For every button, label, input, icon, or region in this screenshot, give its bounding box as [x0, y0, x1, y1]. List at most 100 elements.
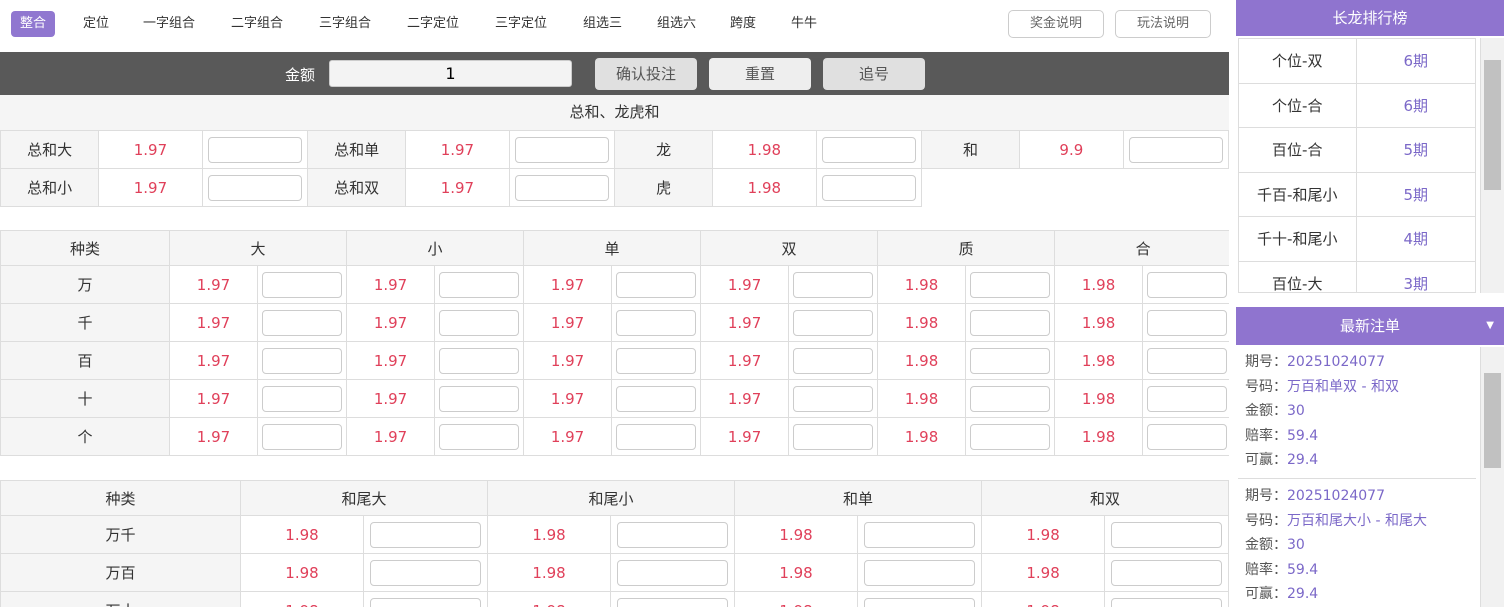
bet-input[interactable]	[1147, 423, 1227, 450]
bet-input[interactable]	[370, 521, 481, 548]
header-button[interactable]: 玩法说明	[1115, 10, 1211, 38]
ranking-name: 个位-合	[1239, 83, 1357, 128]
bet-input[interactable]	[207, 174, 302, 201]
odds: 1.98	[712, 168, 817, 207]
odds: 1.97	[523, 265, 613, 304]
field-value: 59.4	[1287, 427, 1319, 444]
odds: 1.97	[346, 303, 436, 342]
bet-input[interactable]	[970, 271, 1050, 298]
tab[interactable]: 跨度	[730, 16, 757, 31]
bet-input[interactable]	[207, 136, 302, 163]
bet-button[interactable]: 追号	[823, 58, 925, 90]
bet-input[interactable]	[1147, 347, 1227, 374]
odds: 1.97	[98, 168, 203, 207]
bet-input[interactable]	[262, 271, 342, 298]
input-cell	[1104, 515, 1229, 554]
bet-input[interactable]	[864, 521, 975, 548]
bet-input[interactable]	[616, 309, 696, 336]
bet-input[interactable]	[1128, 136, 1223, 163]
bet-input[interactable]	[262, 423, 342, 450]
bet-input[interactable]	[864, 559, 975, 586]
bet-input[interactable]	[617, 521, 728, 548]
column-header: 双	[700, 230, 879, 266]
header-button[interactable]: 奖金说明	[1008, 10, 1104, 38]
bet-field: 可赢：29.4	[1245, 448, 1469, 473]
bet-input[interactable]	[1111, 559, 1222, 586]
odds: 1.98	[487, 515, 612, 554]
bet-button[interactable]: 重置	[709, 58, 811, 90]
input-cell	[256, 379, 348, 418]
bet-input[interactable]	[616, 423, 696, 450]
odds: 9.9	[1019, 130, 1124, 169]
ranking-list: 个位-双 6期 个位-合 6期 百位-合 5期 千百-和尾小 5期 千十-和尾小 4期 百位-大 3期	[1238, 38, 1476, 293]
amount-input[interactable]	[329, 60, 572, 87]
bet-input[interactable]	[617, 597, 728, 607]
odds: 1.98	[877, 341, 967, 380]
bet-input[interactable]	[1147, 309, 1227, 336]
bet-input[interactable]	[262, 347, 342, 374]
bet-input[interactable]	[970, 423, 1050, 450]
bet-input[interactable]	[970, 385, 1050, 412]
odds: 1.97	[346, 379, 436, 418]
tab[interactable]: 组选六	[657, 16, 697, 31]
bet-input[interactable]	[439, 309, 519, 336]
tab[interactable]: 三字组合	[319, 16, 372, 31]
ranking-row: 千百-和尾小 5期	[1239, 172, 1475, 218]
input-cell	[256, 417, 348, 456]
tab[interactable]: 二字组合	[231, 16, 284, 31]
bet-input[interactable]	[793, 385, 873, 412]
tab[interactable]: 一字组合	[143, 16, 196, 31]
tab[interactable]: 二字定位	[407, 16, 460, 31]
bet-input[interactable]	[1111, 521, 1222, 548]
bet-input[interactable]	[439, 271, 519, 298]
tab[interactable]: 牛牛	[791, 16, 818, 31]
input-cell	[857, 515, 983, 554]
input-cell	[965, 417, 1056, 456]
bet-input[interactable]	[970, 347, 1050, 374]
tab[interactable]: 组选三	[583, 16, 623, 31]
bet-input[interactable]	[514, 136, 609, 163]
bet-input[interactable]	[793, 423, 873, 450]
bet-input[interactable]	[370, 597, 481, 607]
bet-input[interactable]	[793, 271, 873, 298]
bet-input[interactable]	[616, 347, 696, 374]
dropdown-arrow[interactable]: ▼	[1486, 320, 1494, 331]
bet-input[interactable]	[439, 423, 519, 450]
odds: 1.98	[877, 379, 967, 418]
bet-input[interactable]	[970, 309, 1050, 336]
bet-entry: 期号：20251024077 号码：万百和单双 - 和双 金额：30 赔率：59.4 可…	[1238, 345, 1476, 479]
input-cell	[434, 379, 525, 418]
bet-field: 可赢：29.4	[1245, 582, 1469, 607]
field-label: 号码：	[1245, 512, 1287, 529]
bet-input[interactable]	[821, 174, 916, 201]
bet-label: 总和单	[306, 130, 407, 169]
bet-input[interactable]	[1147, 271, 1227, 298]
bet-input[interactable]	[616, 385, 696, 412]
bet-input[interactable]	[262, 385, 342, 412]
bet-input[interactable]	[793, 347, 873, 374]
bet-input[interactable]	[616, 271, 696, 298]
bet-input[interactable]	[1147, 385, 1227, 412]
bet-field: 号码：万百和尾大小 - 和尾大	[1245, 509, 1469, 534]
input-cell	[1142, 417, 1229, 456]
tab[interactable]: 三字定位	[495, 16, 548, 31]
bet-input[interactable]	[439, 385, 519, 412]
tab[interactable]: 整合	[11, 11, 56, 37]
bet-input[interactable]	[1111, 597, 1222, 607]
bet-input[interactable]	[793, 309, 873, 336]
input-cell	[610, 515, 736, 554]
bet-input[interactable]	[617, 559, 728, 586]
bet-input[interactable]	[439, 347, 519, 374]
tab[interactable]: 定位	[83, 16, 110, 31]
bet-input[interactable]	[864, 597, 975, 607]
scrollbar	[1480, 347, 1504, 607]
input-cell	[788, 417, 879, 456]
bet-input[interactable]	[370, 559, 481, 586]
bet-input[interactable]	[821, 136, 916, 163]
input-cell	[965, 265, 1056, 304]
input-cell	[434, 417, 525, 456]
bet-button[interactable]: 确认投注	[595, 58, 697, 90]
bet-input[interactable]	[262, 309, 342, 336]
bet-input[interactable]	[514, 174, 609, 201]
